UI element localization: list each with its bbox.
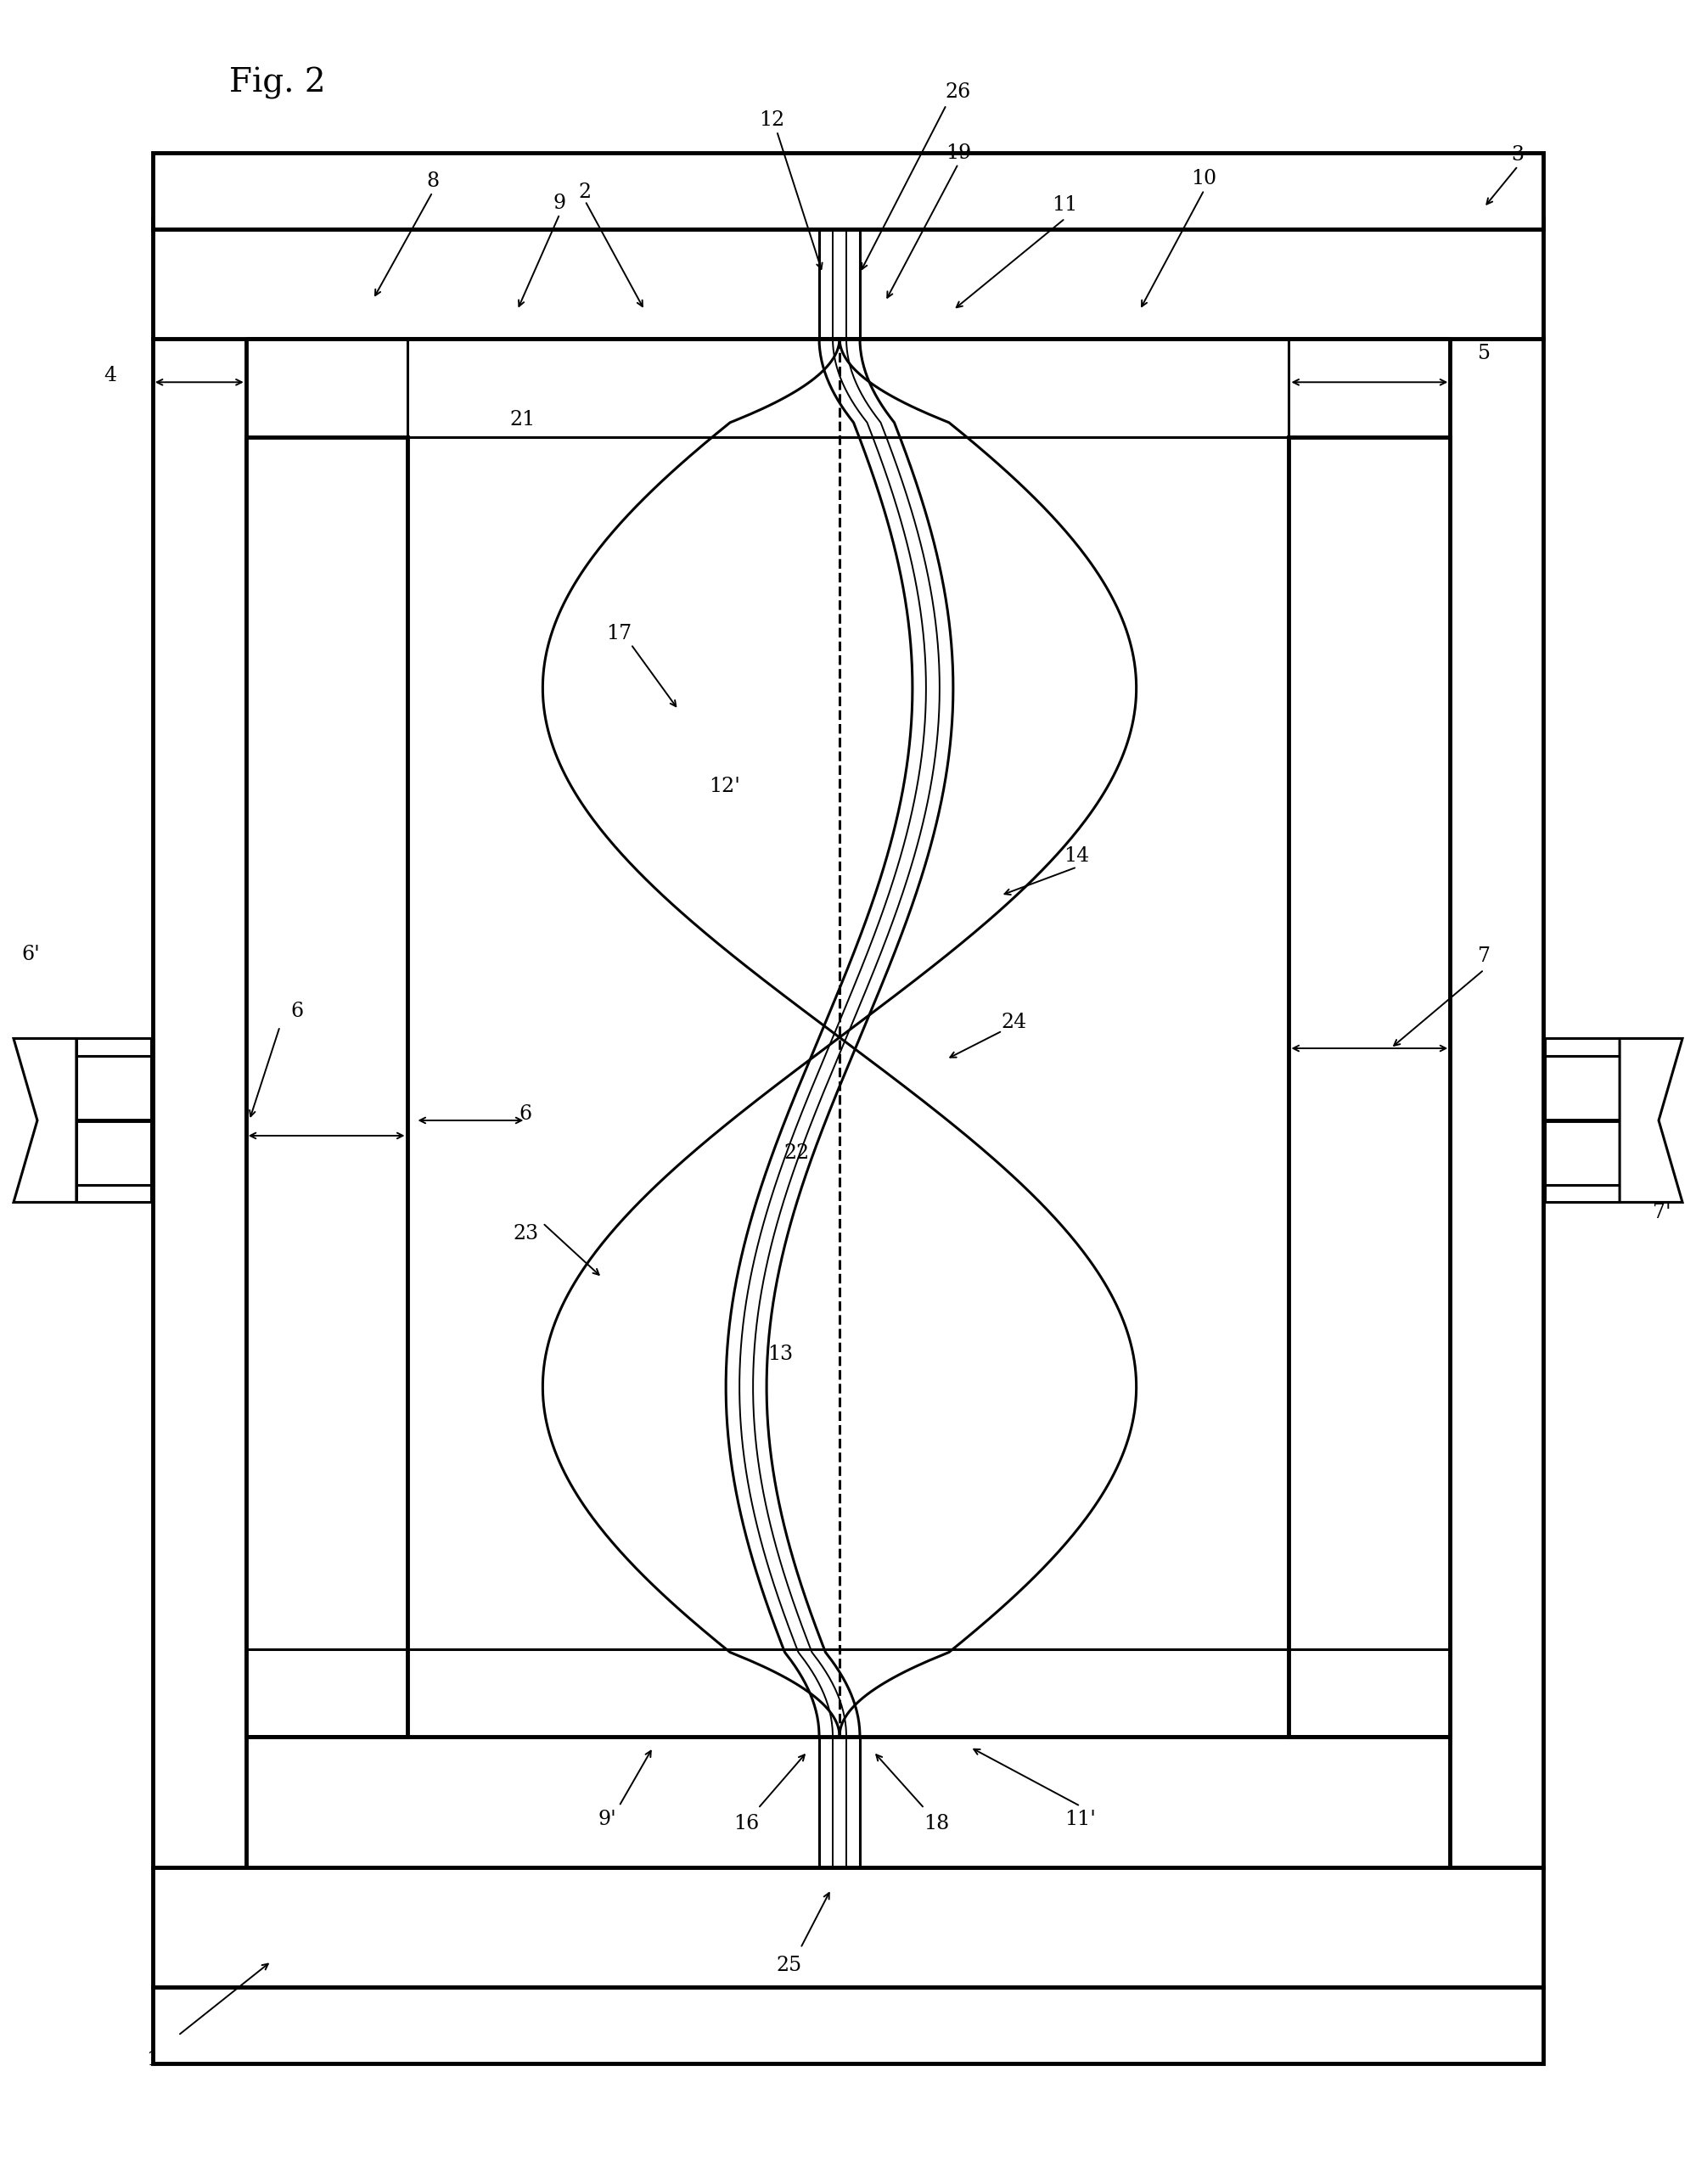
Text: 14: 14 [1063, 847, 1091, 865]
Text: 7: 7 [1477, 948, 1491, 965]
Bar [153, 339, 246, 1867]
Text: 5: 5 [1477, 345, 1491, 363]
Text: 21: 21 [509, 411, 536, 428]
Text: 16: 16 [733, 1815, 760, 1832]
Text: 9: 9 [553, 194, 566, 212]
Bar [1289, 437, 1450, 1736]
Bar [153, 1987, 1543, 2064]
Text: 23: 23 [512, 1225, 539, 1243]
Text: 22: 22 [784, 1144, 811, 1162]
Text: 24: 24 [1001, 1013, 1028, 1031]
Text: 12': 12' [709, 778, 739, 795]
Text: 19: 19 [945, 144, 972, 162]
Bar [153, 153, 1543, 229]
Bar [1450, 339, 1543, 1867]
Text: 4: 4 [103, 367, 117, 384]
Text: 3: 3 [1511, 146, 1525, 164]
Text: 6: 6 [519, 1105, 533, 1123]
Text: 10: 10 [1191, 170, 1218, 188]
Text: 11: 11 [1052, 197, 1079, 214]
Text: 13: 13 [767, 1345, 794, 1363]
Bar [153, 1867, 1543, 1987]
Text: 6: 6 [290, 1002, 304, 1020]
Polygon shape [1620, 1040, 1682, 1201]
Text: Fig. 2: Fig. 2 [229, 68, 326, 98]
Bar [153, 218, 1543, 339]
Text: 1: 1 [146, 2051, 159, 2068]
Text: 7': 7' [1654, 1203, 1671, 1221]
Text: 9': 9' [599, 1811, 616, 1828]
Text: 12: 12 [758, 111, 785, 129]
Bar [76, 1040, 151, 1201]
Text: 26: 26 [945, 83, 972, 100]
Text: 8: 8 [426, 173, 439, 190]
Bar [246, 437, 407, 1736]
Text: 6': 6' [22, 946, 39, 963]
Text: 25: 25 [775, 1957, 802, 1974]
Text: 11': 11' [1065, 1811, 1096, 1828]
Text: 17: 17 [605, 625, 633, 642]
Text: 2: 2 [578, 183, 592, 201]
Bar [1545, 1040, 1620, 1201]
Text: 18: 18 [923, 1815, 950, 1832]
Polygon shape [14, 1040, 76, 1201]
